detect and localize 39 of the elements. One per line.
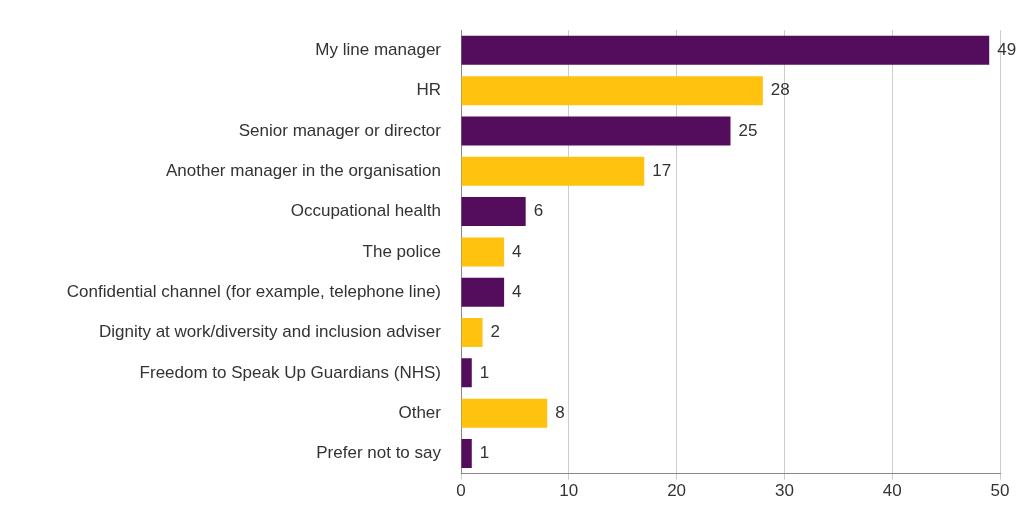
data-label: 17 bbox=[652, 160, 672, 180]
bar bbox=[461, 438, 472, 468]
data-label: 4 bbox=[512, 241, 522, 261]
y-tick-label: Occupational health bbox=[290, 201, 441, 221]
data-label: 8 bbox=[555, 402, 565, 422]
data-label: 1 bbox=[479, 443, 490, 463]
y-tick-label: Senior manager or director bbox=[238, 120, 442, 140]
x-tick-label: 30 bbox=[774, 481, 794, 501]
data-label: 2 bbox=[490, 322, 501, 342]
data-label: 4 bbox=[512, 281, 522, 301]
bar bbox=[461, 237, 505, 267]
bar bbox=[461, 277, 505, 307]
x-tick-label: 50 bbox=[990, 481, 1010, 501]
bar bbox=[461, 35, 990, 65]
y-tick-label: Confidential channel (for example, telephone line) bbox=[66, 281, 441, 301]
x-tick-label: 40 bbox=[882, 481, 902, 501]
bar bbox=[461, 156, 645, 186]
y-tick-label: HR bbox=[416, 80, 441, 100]
x-tick-label: 10 bbox=[559, 481, 579, 501]
bar bbox=[461, 197, 526, 227]
bar bbox=[461, 358, 472, 388]
data-label: 25 bbox=[738, 120, 758, 140]
y-tick-label: My line manager bbox=[315, 40, 442, 60]
bar bbox=[461, 116, 731, 146]
y-tick-label: Another manager in the organisation bbox=[165, 160, 441, 180]
bar bbox=[461, 76, 763, 106]
data-label: 28 bbox=[770, 80, 790, 100]
data-label: 6 bbox=[533, 201, 544, 221]
y-tick-label: Prefer not to say bbox=[316, 443, 442, 463]
y-tick-label: Freedom to Speak Up Guardians (NHS) bbox=[139, 362, 441, 382]
bar bbox=[461, 398, 548, 428]
x-tick-label: 0 bbox=[456, 481, 466, 501]
data-label: 1 bbox=[479, 362, 490, 382]
y-tick-label: Other bbox=[398, 402, 442, 422]
x-tick-label: 20 bbox=[667, 481, 687, 501]
y-tick-label: The police bbox=[362, 241, 441, 261]
y-tick-label: Dignity at work/diversity and inclusion adviser bbox=[98, 322, 442, 342]
bar bbox=[461, 318, 483, 348]
data-label: 49 bbox=[997, 40, 1017, 60]
